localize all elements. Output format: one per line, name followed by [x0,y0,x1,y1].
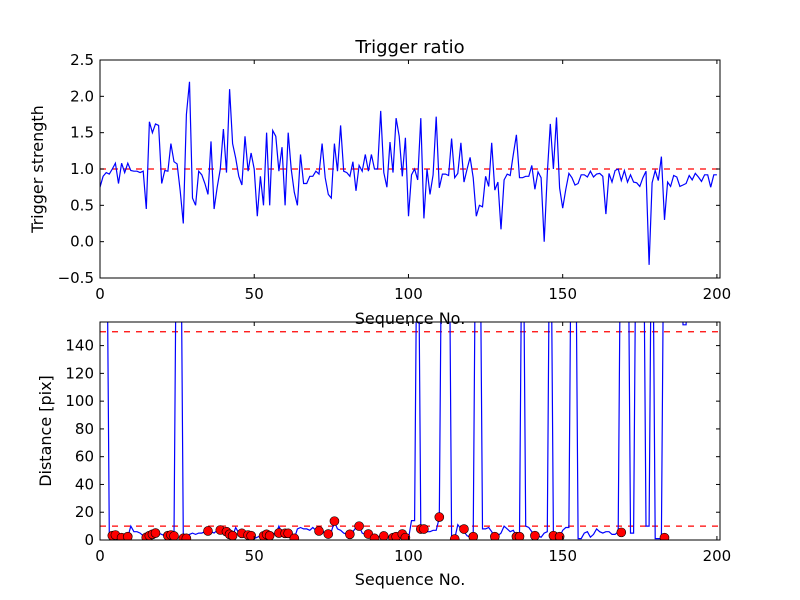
top-x-tick-label: 200 [703,285,732,303]
bottom-y-tick-label: 20 [75,503,94,521]
bottom-data-point [314,526,324,536]
top-y-tick-label: 0.5 [70,196,94,214]
bottom-data-point [490,531,500,540]
top-series-line [100,81,717,265]
bottom-x-axis-label: Sequence No. [355,570,466,589]
top-x-tick-label: 150 [548,285,577,303]
top-x-tick-label: 0 [95,285,105,303]
top-y-tick-label: 0.0 [70,233,94,251]
bottom-data-point [459,524,469,534]
bottom-y-tick-label: 0 [84,531,94,549]
bottom-x-tick-label: 0 [95,547,105,565]
bottom-data-point [122,531,133,540]
bottom-data-point [227,530,238,540]
bottom-y-axis-label: Distance [pix] [36,375,55,487]
bottom-data-point [264,530,275,540]
top-y-tick-label: −0.5 [58,269,94,287]
bottom-data-point [246,530,256,540]
bottom-y-tick-label: 140 [65,337,94,355]
bottom-data-point [181,533,192,540]
bottom-data-point [514,531,525,540]
bottom-data-point [659,532,670,540]
bottom-plot-area [100,322,720,540]
bottom-data-point [530,530,540,540]
top-y-axis-label: Trigger strength [28,105,47,234]
bottom-data-point [169,531,179,540]
top-chart-title: Trigger ratio [354,37,464,58]
top-x-tick-label: 100 [394,285,423,303]
bottom-axes-frame [99,321,721,541]
bottom-data-point [354,521,364,531]
bottom-y-tick-label: 100 [65,392,94,410]
bottom-data-point [468,531,479,540]
bottom-y-tick-label: 40 [75,475,94,493]
bottom-data-point [419,524,429,534]
top-x-axis-label: Sequence No. [355,309,466,328]
top-y-tick-label: 1.0 [70,160,94,178]
top-plot-area [100,81,720,265]
bottom-data-point [400,532,411,540]
bottom-x-tick-label: 200 [703,547,732,565]
bottom-data-point [369,533,380,540]
top-axes-frame [99,59,721,279]
bottom-x-tick-label: 100 [394,547,423,565]
bottom-data-point [323,529,334,539]
top-y-tick-label: 2.0 [70,87,94,105]
bottom-x-tick-label: 150 [548,547,577,565]
bottom-data-point [616,527,627,538]
bottom-data-point [203,526,213,536]
bottom-data-point [434,512,445,522]
bottom-x-tick-label: 50 [245,547,264,565]
bottom-data-point [378,531,389,540]
bottom-data-point [289,533,300,540]
bottom-y-tick-label: 60 [75,448,94,466]
bottom-data-point [554,531,565,540]
bottom-data-point [329,516,340,526]
bottom-data-point [150,528,161,538]
bottom-data-point [345,529,355,540]
bottom-y-tick-label: 80 [75,420,94,438]
top-y-tick-label: 2.5 [70,51,94,69]
bottom-data-point [449,534,460,540]
bottom-y-tick-label: 120 [65,364,94,382]
top-y-tick-label: 1.5 [70,124,94,142]
top-x-tick-label: 50 [245,285,264,303]
